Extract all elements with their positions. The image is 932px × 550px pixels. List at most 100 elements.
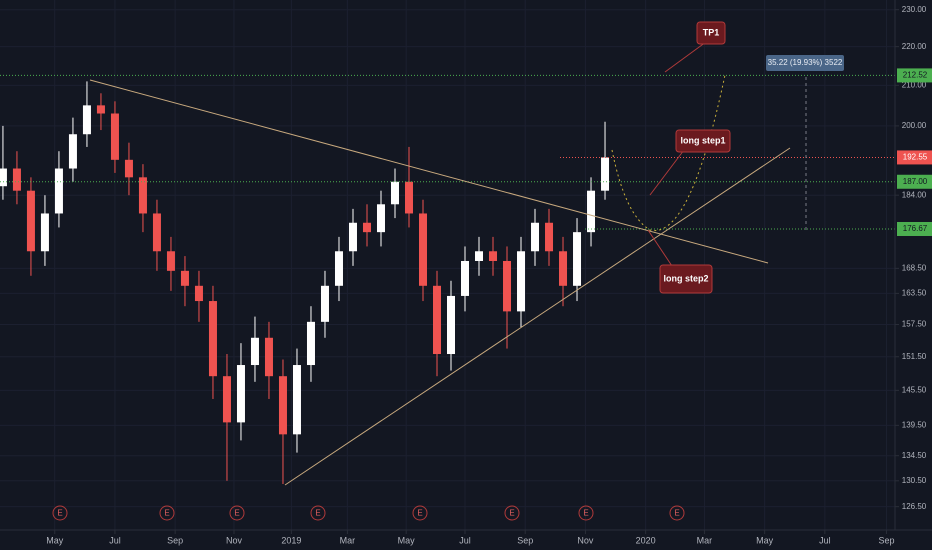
candle-body — [320, 285, 329, 322]
earnings-marker — [669, 505, 685, 521]
x-tick-label: May — [756, 535, 774, 545]
callout-box — [675, 129, 731, 153]
earnings-marker-label: E — [509, 509, 514, 518]
measure-label: 35.22 (19.93%) 3522 — [768, 58, 843, 67]
candle-body — [208, 301, 217, 377]
earnings-marker — [310, 505, 326, 521]
candle-body — [68, 134, 77, 169]
x-tick-label: Nov — [226, 535, 243, 545]
candle-body — [404, 181, 413, 214]
y-tick-label: 168.50 — [902, 263, 927, 272]
earnings-marker-label: E — [57, 509, 62, 518]
candle-body — [475, 251, 484, 261]
candle-body — [334, 251, 343, 286]
price-label-box — [897, 221, 932, 236]
callout-text: long step1 — [680, 135, 725, 145]
x-tick-label: Nov — [577, 535, 594, 545]
y-tick-label: 220.00 — [902, 42, 927, 51]
callout-text: TP1 — [703, 27, 720, 37]
callout-box — [696, 21, 726, 45]
earnings-marker-label: E — [164, 509, 169, 518]
measure-box — [766, 55, 844, 71]
candle-body — [348, 222, 357, 252]
earnings-marker — [504, 505, 520, 521]
candle-body — [489, 251, 498, 261]
y-tick-label: 163.50 — [902, 289, 927, 298]
callout-box — [659, 264, 713, 294]
candle-body — [96, 105, 105, 114]
candle-body — [110, 113, 119, 160]
candle-body — [0, 168, 7, 187]
price-label-box — [897, 174, 932, 189]
candle-body — [54, 168, 63, 214]
candle-body — [180, 270, 189, 286]
x-tick-label: Mar — [697, 535, 713, 545]
price-label-box — [897, 150, 932, 165]
earnings-marker — [52, 505, 68, 521]
candle-body — [503, 260, 512, 312]
y-tick-label: 145.50 — [902, 385, 927, 394]
earnings-marker — [578, 505, 594, 521]
candle-body — [418, 213, 427, 286]
candle-body — [573, 232, 582, 286]
callout-pointer — [649, 149, 685, 196]
candle-body — [292, 365, 301, 435]
candles — [0, 74, 895, 484]
candle-body — [138, 177, 147, 214]
x-tick-label: Mar — [340, 535, 356, 545]
candle-body — [194, 285, 203, 302]
earnings-marker — [159, 505, 175, 521]
earnings-marker-label: E — [417, 509, 422, 518]
y-tick-label: 200.00 — [902, 121, 927, 130]
candle-body — [447, 295, 456, 355]
candle-body — [461, 260, 470, 296]
candle-body — [236, 365, 245, 423]
x-tick-label: Sep — [517, 535, 533, 545]
candle-body — [166, 251, 175, 271]
candle-body — [26, 190, 35, 252]
earnings-marker-label: E — [315, 509, 320, 518]
price-label-box — [897, 68, 932, 83]
candle-body — [432, 285, 441, 355]
trend-line — [89, 79, 769, 264]
y-tick-label: 139.50 — [902, 420, 927, 429]
price-label: 212.52 — [903, 71, 928, 80]
x-tick-label: May — [46, 535, 64, 545]
trend-line — [284, 147, 791, 486]
callout-text: long step2 — [663, 273, 708, 283]
candle-body — [40, 213, 49, 252]
candle-body — [517, 251, 526, 312]
y-tick-label: 157.50 — [902, 320, 927, 329]
y-tick-label: 151.50 — [902, 352, 927, 361]
price-label: 187.00 — [903, 177, 928, 186]
candle-body — [152, 213, 161, 252]
candle-body — [390, 181, 399, 205]
x-tick-label: Jul — [459, 535, 471, 545]
x-tick-label: 2019 — [281, 535, 301, 545]
earnings-marker-label: E — [583, 509, 588, 518]
y-tick-label: 210.00 — [902, 80, 927, 89]
candle-body — [250, 337, 259, 366]
earnings-marker — [412, 505, 428, 521]
candle-body — [531, 222, 540, 252]
y-tick-label: 134.50 — [902, 451, 927, 460]
x-tick-label: May — [398, 535, 416, 545]
earnings-marker-label: E — [234, 509, 239, 518]
x-tick-label: Jul — [109, 535, 121, 545]
price-label: 176.67 — [903, 224, 928, 233]
callout-pointer — [664, 41, 707, 73]
y-tick-label: 126.50 — [902, 502, 927, 511]
earnings-marker — [229, 505, 245, 521]
x-tick-label: 2020 — [636, 535, 656, 545]
earnings-marker-label: E — [674, 509, 679, 518]
y-tick-label: 130.50 — [902, 476, 927, 485]
candle-body — [82, 105, 91, 135]
y-tick-label: 184.00 — [902, 190, 927, 199]
candle-body — [362, 222, 371, 233]
x-tick-label: Sep — [167, 535, 183, 545]
x-tick-label: Jul — [819, 535, 831, 545]
candle-body — [222, 376, 231, 423]
